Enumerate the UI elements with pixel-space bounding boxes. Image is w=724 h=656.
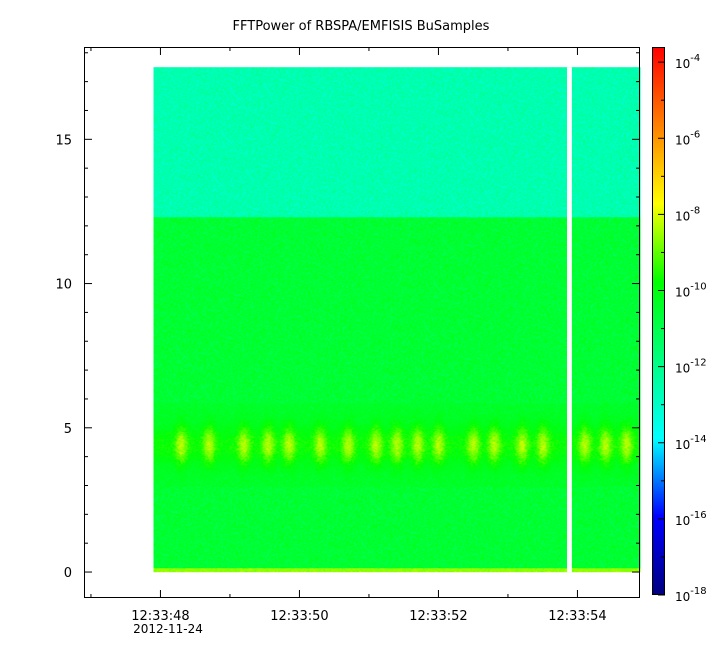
chart-title: FFTPower of RBSPA/EMFISIS BuSamples — [233, 19, 490, 34]
x-tick-label: 12:33:54 — [548, 609, 606, 624]
y-tick-label: 10 — [55, 278, 72, 293]
colorbar-ticks: 10-4 10-6 10-8 10-10 10-12 10-14 10-16 10-18 — [658, 53, 707, 604]
colorbar-tick-label: 10-8 — [675, 205, 700, 223]
colorbar-tick-label: 10-14 — [675, 434, 707, 452]
x-axis: 12:33:48 12:33:50 12:33:52 12:33:54 — [90, 47, 607, 624]
data-gap — [567, 67, 572, 573]
x-axis-date-label: 2012-11-24 — [133, 622, 203, 636]
x-tick-label: 12:33:52 — [409, 609, 467, 624]
y-tick-label: 15 — [55, 133, 72, 148]
spectrogram-heatmap — [153, 67, 641, 573]
colorbar-tick-label: 10-12 — [675, 358, 707, 376]
colorbar: 10-4 10-6 10-8 10-10 10-12 10-14 10-16 10-18 — [652, 47, 707, 604]
x-tick-label: 12:33:48 — [131, 609, 189, 624]
plot-area — [84, 47, 641, 598]
colorbar-tick-label: 10-18 — [675, 586, 707, 604]
colorbar-tick-label: 10-16 — [675, 510, 707, 528]
y-axis: 0 5 10 15 — [55, 52, 640, 581]
colorbar-tick-label: 10-10 — [675, 282, 707, 300]
y-tick-label: 5 — [64, 422, 72, 437]
colorbar-tick-label: 10-4 — [675, 53, 700, 71]
colorbar-gradient — [652, 47, 665, 595]
y-tick-label: 0 — [64, 566, 72, 581]
colorbar-tick-label: 10-6 — [675, 129, 700, 147]
x-tick-label: 12:33:50 — [270, 609, 328, 624]
plot-frame — [84, 47, 640, 598]
